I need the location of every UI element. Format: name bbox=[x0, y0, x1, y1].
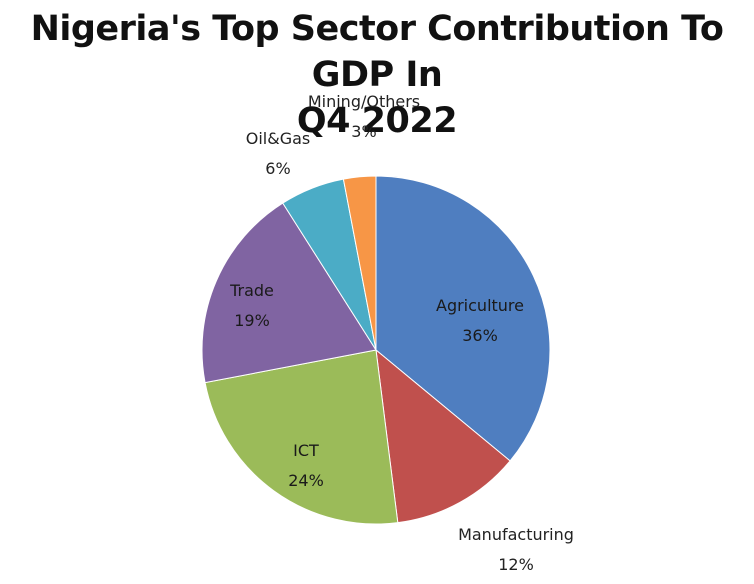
slice-label-name: Oil&Gas bbox=[246, 129, 311, 148]
slice-label-oil-gas: Oil&Gas 6% bbox=[246, 129, 311, 178]
slice-label-value: 24% bbox=[288, 471, 324, 490]
slice-label-name: ICT bbox=[293, 441, 319, 460]
chart-title: Nigeria's Top Sector Contribution To GDP… bbox=[0, 6, 754, 144]
chart-title-line-2: Q4 2022 bbox=[296, 101, 458, 141]
slice-label-name: Mining/Others bbox=[308, 92, 420, 111]
slice-label-manufacturing: Manufacturing 12% bbox=[458, 525, 574, 574]
slice-label-value: 19% bbox=[234, 311, 270, 330]
pie-slice-agriculture bbox=[375, 175, 551, 462]
pie-slice-trade bbox=[201, 202, 377, 384]
pie-slice-manufacturing bbox=[375, 348, 511, 524]
pie-labels: Agriculture 36% Manufacturing 12% ICT 24% Trad… bbox=[229, 92, 574, 574]
slice-label-ict: ICT 24% bbox=[288, 441, 324, 490]
slice-label-name: Trade bbox=[229, 281, 274, 300]
slice-label-value: 3% bbox=[351, 122, 376, 141]
slice-label-agriculture: Agriculture 36% bbox=[436, 296, 524, 345]
slice-label-mining-others: Mining/Others 3% bbox=[308, 92, 420, 141]
pie-slice-mining-others bbox=[342, 175, 377, 351]
slice-label-name: Agriculture bbox=[436, 296, 524, 315]
pie-slice-ict bbox=[204, 349, 399, 525]
chart-title-line-1: Nigeria's Top Sector Contribution To GDP… bbox=[30, 9, 724, 95]
slice-label-name: Manufacturing bbox=[458, 525, 574, 544]
pie-slices bbox=[201, 175, 551, 525]
slice-label-value: 36% bbox=[462, 326, 498, 345]
slice-label-value: 6% bbox=[265, 159, 290, 178]
slice-label-value: 12% bbox=[498, 555, 534, 574]
slice-label-trade: Trade 19% bbox=[229, 281, 274, 330]
